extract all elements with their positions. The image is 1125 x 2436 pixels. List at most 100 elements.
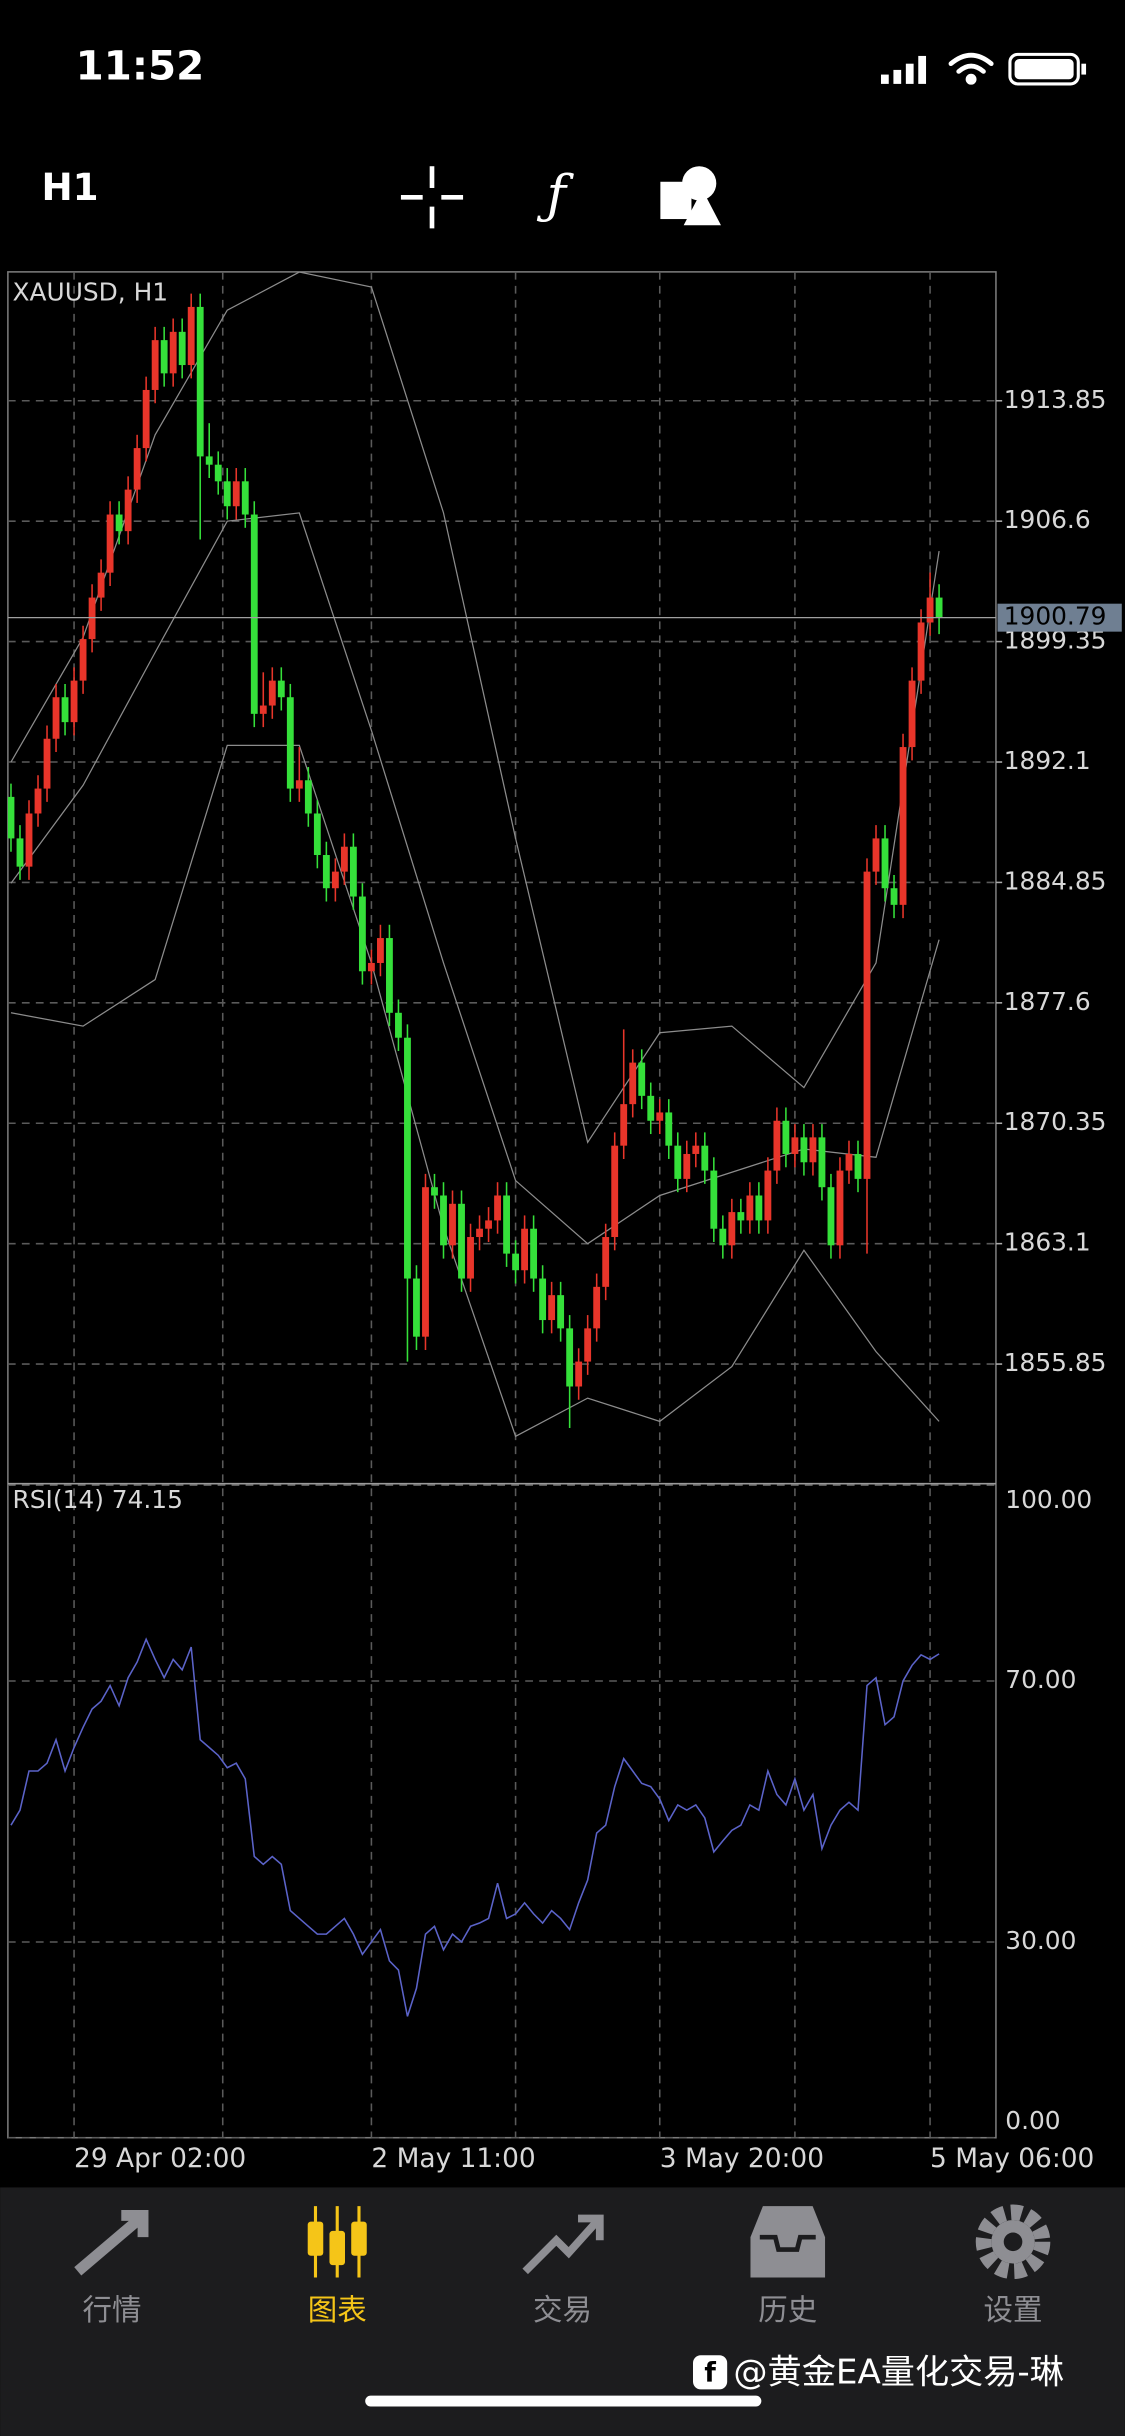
tab[interactable]: 图表 xyxy=(307,2206,367,2327)
candle-body xyxy=(386,938,393,1013)
candle-body xyxy=(854,1153,862,1179)
x-tick-label: 29 Apr 02:00 xyxy=(74,2143,246,2174)
tab-label: 图表 xyxy=(308,2293,367,2327)
candle-body xyxy=(863,871,871,1179)
candle-body xyxy=(827,1187,835,1246)
candle-body xyxy=(656,1112,664,1121)
candle-body xyxy=(322,855,330,889)
candle-body xyxy=(593,1286,601,1329)
tab-icon xyxy=(1003,2232,1023,2252)
tab[interactable]: 历史 xyxy=(750,2206,826,2327)
rsi-tick-label: 30.00 xyxy=(1005,1926,1076,1955)
candle-body xyxy=(34,788,42,814)
candle-body xyxy=(377,938,384,963)
candle-body xyxy=(494,1195,501,1221)
candle-body xyxy=(223,481,231,507)
candle-body xyxy=(115,514,123,532)
candle-body xyxy=(349,846,357,897)
candle-body xyxy=(800,1137,808,1163)
tab-icon xyxy=(74,2209,149,2276)
tab[interactable]: 交易 xyxy=(522,2214,604,2328)
candle-body xyxy=(620,1104,628,1146)
candle-body xyxy=(890,888,898,905)
candle-body xyxy=(97,572,105,598)
candle-body xyxy=(935,597,943,618)
candle-body xyxy=(196,306,204,457)
candle-body xyxy=(746,1195,754,1221)
candle-body xyxy=(503,1195,510,1254)
candle-body xyxy=(701,1145,709,1171)
candle-body xyxy=(7,796,15,839)
rsi-tick-label: 70.00 xyxy=(1005,1665,1076,1694)
candle-body xyxy=(584,1328,592,1362)
crosshair-button[interactable] xyxy=(400,166,464,229)
x-tick-label: 3 May 20:00 xyxy=(660,2143,824,2174)
candle-body xyxy=(602,1237,610,1287)
candle-body xyxy=(485,1220,492,1229)
tab-bar xyxy=(0,2187,1125,2436)
candle-body xyxy=(683,1153,691,1179)
candle-body xyxy=(79,639,87,681)
y-tick-label: 1877.6 xyxy=(1004,987,1091,1016)
candle-body xyxy=(521,1228,529,1271)
candle-body xyxy=(764,1170,772,1221)
candle-body xyxy=(259,705,267,714)
y-tick-label: 1913.85 xyxy=(1004,385,1107,414)
candle-body xyxy=(611,1145,619,1238)
rsi-tick-label: 100.00 xyxy=(1005,1485,1092,1514)
candle-body xyxy=(250,514,258,714)
candle-body xyxy=(566,1328,574,1387)
candle-body xyxy=(665,1112,673,1146)
tab[interactable]: 行情 xyxy=(74,2209,149,2327)
candle-body xyxy=(836,1170,844,1246)
candle-body xyxy=(710,1170,718,1229)
tab-label: 交易 xyxy=(533,2293,592,2327)
candle-body xyxy=(61,697,69,723)
candle-body xyxy=(232,481,240,507)
candle-body xyxy=(818,1137,826,1188)
candle-body xyxy=(809,1137,817,1163)
candle-body xyxy=(674,1145,682,1179)
candle-body xyxy=(557,1295,565,1329)
tab-icon xyxy=(750,2206,826,2278)
candle-body xyxy=(358,896,366,972)
candle-body xyxy=(277,680,285,698)
tab-icon xyxy=(351,2221,367,2256)
candle-body xyxy=(133,448,141,490)
objects-button[interactable] xyxy=(660,166,721,226)
candle-body xyxy=(467,1237,474,1279)
candle-body xyxy=(512,1253,519,1271)
candle-body xyxy=(340,846,348,872)
watermark: f @黄金EA量化交易-琳 xyxy=(693,2352,1064,2392)
candle-body xyxy=(449,1203,456,1246)
candle-body xyxy=(773,1120,781,1171)
y-tick-label: 1863.1 xyxy=(1004,1228,1091,1257)
symbol-label: XAUUSD, H1 xyxy=(13,278,169,307)
candle-body xyxy=(926,597,934,623)
candle-body xyxy=(169,331,177,374)
candle-body xyxy=(530,1228,538,1279)
tab-icon xyxy=(522,2214,604,2275)
x-tick-label: 5 May 06:00 xyxy=(930,2143,1094,2174)
candle-body xyxy=(629,1062,637,1105)
candle-body xyxy=(404,1037,411,1279)
candle-body xyxy=(88,597,96,640)
svg-text:f: f xyxy=(704,2357,716,2388)
candle-body xyxy=(151,340,159,390)
tab-label: 行情 xyxy=(82,2293,141,2327)
home-indicator xyxy=(365,2395,762,2407)
signal-icon xyxy=(880,55,927,84)
timeframe-button[interactable]: H1 xyxy=(41,165,98,209)
candle-body xyxy=(440,1195,447,1246)
candle-body xyxy=(791,1137,799,1154)
current-price-label: 1900.79 xyxy=(1004,602,1107,631)
candle-body xyxy=(782,1120,790,1154)
tab-icon xyxy=(759,2234,816,2252)
candle-body xyxy=(43,738,51,789)
candle-body xyxy=(106,514,114,573)
candle-body xyxy=(692,1145,700,1154)
candle-body xyxy=(476,1228,483,1238)
